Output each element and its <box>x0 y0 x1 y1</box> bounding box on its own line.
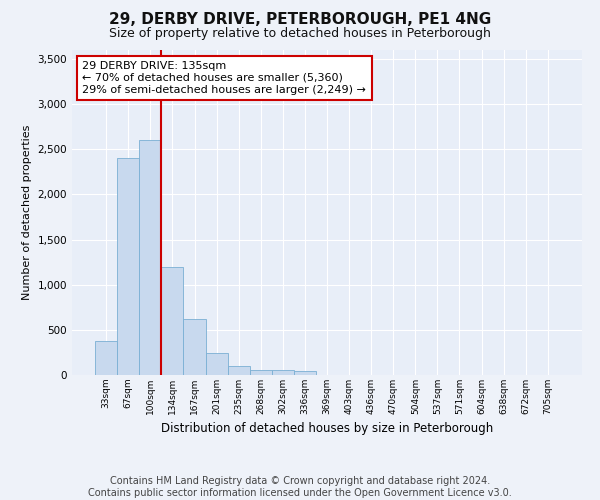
Bar <box>250 370 272 375</box>
Text: Contains HM Land Registry data © Crown copyright and database right 2024.
Contai: Contains HM Land Registry data © Crown c… <box>88 476 512 498</box>
X-axis label: Distribution of detached houses by size in Peterborough: Distribution of detached houses by size … <box>161 422 493 436</box>
Text: Size of property relative to detached houses in Peterborough: Size of property relative to detached ho… <box>109 28 491 40</box>
Bar <box>294 372 316 375</box>
Text: 29, DERBY DRIVE, PETERBOROUGH, PE1 4NG: 29, DERBY DRIVE, PETERBOROUGH, PE1 4NG <box>109 12 491 28</box>
Y-axis label: Number of detached properties: Number of detached properties <box>22 125 32 300</box>
Bar <box>117 158 139 375</box>
Text: 29 DERBY DRIVE: 135sqm
← 70% of detached houses are smaller (5,360)
29% of semi-: 29 DERBY DRIVE: 135sqm ← 70% of detached… <box>82 62 366 94</box>
Bar <box>184 319 206 375</box>
Bar <box>95 340 117 375</box>
Bar <box>139 140 161 375</box>
Bar <box>272 370 294 375</box>
Bar <box>206 354 227 375</box>
Bar <box>161 266 184 375</box>
Bar <box>227 366 250 375</box>
